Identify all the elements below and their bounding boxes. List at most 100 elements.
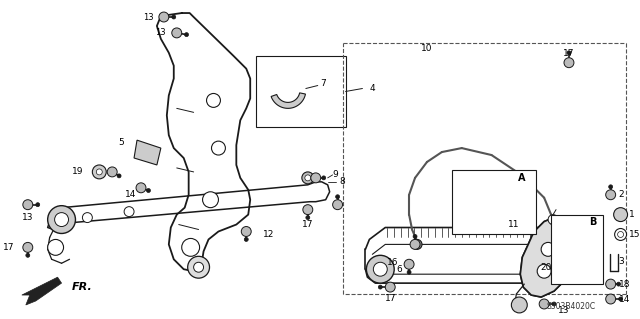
Circle shape [550,218,558,226]
Text: 7: 7 [320,79,326,88]
Text: 10: 10 [421,44,433,53]
Circle shape [407,270,411,274]
Circle shape [404,259,414,269]
Polygon shape [271,93,305,108]
Circle shape [571,262,581,272]
Text: 17: 17 [3,243,15,252]
Circle shape [470,213,479,223]
Circle shape [373,262,387,276]
Circle shape [366,255,394,283]
Circle shape [548,215,558,225]
Circle shape [47,240,63,255]
Circle shape [605,279,616,289]
Text: 13: 13 [143,12,154,21]
Text: S303B4020C: S303B4020C [547,302,595,311]
Text: 4: 4 [369,84,375,93]
Circle shape [413,234,417,238]
Circle shape [564,58,574,68]
Text: 13: 13 [558,307,570,315]
Circle shape [23,242,33,252]
Circle shape [244,237,248,241]
Circle shape [92,165,106,179]
Text: 14: 14 [619,294,630,303]
Circle shape [333,200,342,210]
Circle shape [306,216,310,219]
Circle shape [26,253,30,257]
Circle shape [23,200,33,210]
Circle shape [609,185,612,189]
Text: B: B [589,217,596,226]
Text: 19: 19 [72,167,83,176]
Circle shape [492,205,502,215]
Circle shape [172,28,182,38]
Text: A: A [518,173,525,183]
Text: 16: 16 [387,258,398,267]
Circle shape [47,206,76,234]
Circle shape [473,208,477,211]
Circle shape [241,226,252,236]
Circle shape [184,33,189,37]
Text: 11: 11 [508,220,520,229]
Circle shape [563,249,573,259]
Text: 13: 13 [155,28,166,37]
Circle shape [182,238,200,256]
Circle shape [203,192,218,208]
Circle shape [136,183,146,193]
Circle shape [83,213,92,223]
Circle shape [567,51,571,55]
Text: 2: 2 [619,190,624,199]
Text: 9: 9 [333,170,339,179]
Circle shape [311,173,321,183]
Text: 17: 17 [563,49,575,58]
Text: 20: 20 [541,263,552,272]
Circle shape [552,302,556,306]
Text: FR.: FR. [72,282,92,292]
Text: 13: 13 [22,213,33,222]
Circle shape [481,200,486,204]
Circle shape [488,211,492,216]
Circle shape [605,294,616,304]
Circle shape [378,285,382,289]
Circle shape [147,189,150,192]
Circle shape [305,175,311,181]
Circle shape [108,167,117,177]
Circle shape [207,93,220,108]
Circle shape [302,172,314,184]
Circle shape [614,228,627,241]
Circle shape [619,297,623,301]
Bar [256,56,346,127]
Circle shape [541,242,555,256]
Circle shape [159,12,169,22]
Circle shape [537,264,551,278]
Bar [452,170,536,234]
Circle shape [211,141,225,155]
Circle shape [616,282,621,286]
Text: 1: 1 [628,210,634,219]
Circle shape [303,205,313,215]
Circle shape [124,207,134,217]
Circle shape [96,169,102,175]
Circle shape [511,297,527,313]
Circle shape [412,240,422,249]
Text: 18: 18 [619,280,630,289]
Circle shape [322,176,326,180]
Circle shape [385,282,395,292]
Circle shape [539,299,549,309]
Text: 12: 12 [263,230,275,239]
Circle shape [618,232,623,237]
Polygon shape [520,218,572,297]
Text: 17: 17 [385,293,396,302]
Text: 15: 15 [628,230,640,239]
Polygon shape [134,140,161,165]
Circle shape [36,203,40,207]
Polygon shape [22,277,61,305]
Circle shape [117,174,121,178]
Circle shape [574,273,578,277]
Text: 6: 6 [396,265,402,274]
Circle shape [188,256,209,278]
Text: 8: 8 [340,177,346,186]
Text: 5: 5 [118,137,124,147]
Circle shape [54,213,68,226]
Circle shape [614,208,628,222]
Circle shape [335,195,340,199]
